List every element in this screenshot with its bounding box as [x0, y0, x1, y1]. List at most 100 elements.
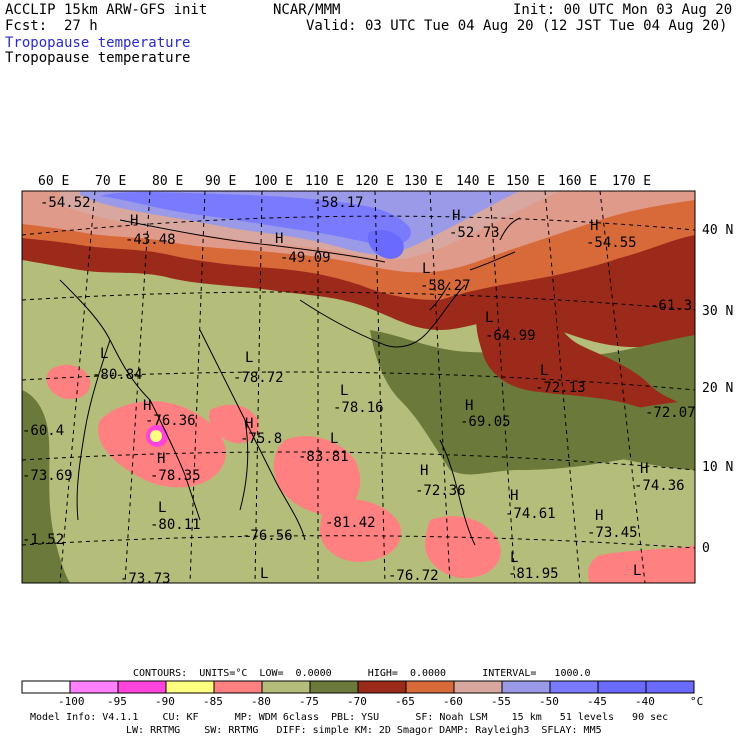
map-annotation: L	[158, 500, 166, 516]
colorbar-swatch	[405, 680, 455, 694]
map-annotation: H	[157, 451, 165, 467]
map-annotation: -81.95	[508, 566, 559, 582]
map-annotation: -78.35	[150, 468, 201, 484]
map-annotation: -43.48	[125, 232, 176, 248]
cold-core-yellow	[150, 430, 162, 442]
map-annotation: H	[143, 398, 151, 414]
colorbar-swatch	[261, 680, 311, 694]
grid-lon-70	[59, 191, 96, 583]
coastline-korea	[429, 281, 451, 311]
map-annotation: L	[485, 310, 493, 326]
map-annotation: -54.55	[586, 235, 637, 251]
org-label: NCAR/MMM	[273, 2, 341, 18]
grid-lat-40	[22, 215, 695, 236]
map-annotation: -81.42	[325, 515, 376, 531]
map-annotation: H	[130, 213, 138, 229]
patch-cold-2	[273, 436, 361, 515]
coastline-philippines	[439, 439, 476, 546]
map-annotation: -72.07	[645, 405, 696, 421]
map-annotation: -58.17	[313, 195, 364, 211]
colorbar-tick: -95	[107, 695, 127, 708]
map-annotation: H	[595, 508, 603, 524]
grid-lat-10	[22, 451, 695, 471]
fcst-value: 27 h	[64, 18, 98, 34]
colorbar-swatch	[453, 680, 503, 694]
map-annotation: -73.45	[587, 525, 638, 541]
lon-label: 120 E	[355, 174, 394, 189]
map-annotation: L	[540, 363, 548, 379]
colorbar-unit: °C	[690, 695, 703, 708]
map-annotation: H	[590, 218, 598, 234]
map-annotation: -49.09	[280, 250, 331, 266]
lon-label: 90 E	[205, 174, 236, 189]
colorbar-tick: -90	[155, 695, 175, 708]
colorbar-tick: -65	[395, 695, 415, 708]
map-annotation: -54.52	[40, 195, 91, 211]
map-annotation: L	[340, 383, 348, 399]
lon-label: 140 E	[456, 174, 495, 189]
map-annotation: -75.8	[240, 431, 282, 447]
map-annotation: H	[640, 461, 648, 477]
border-mongolia	[119, 219, 386, 263]
model-info-line-2: LW: RRTMG SW: RRTMG DIFF: simple KM: 2D …	[126, 725, 602, 736]
model-title: ACCLIP 15km ARW-GFS init	[5, 2, 208, 18]
colorbar-swatch	[597, 680, 647, 694]
grid-lat-20	[22, 371, 695, 391]
lat-label: 20 N	[702, 381, 733, 396]
band-blue-2	[367, 230, 404, 259]
grid-lon-150	[544, 191, 581, 583]
map-annotation: H	[452, 208, 460, 224]
colorbar-swatch	[309, 680, 359, 694]
patch-cold-6	[46, 364, 91, 400]
lon-label: 170 E	[612, 174, 651, 189]
patch-cold-3	[319, 498, 401, 562]
map-annotation: H	[510, 488, 518, 504]
map-annotation: L	[260, 566, 268, 582]
map-annotation: -73.69	[22, 468, 73, 484]
map-annotation: -74.36	[634, 478, 685, 494]
map-annotation: -78.16	[333, 400, 384, 416]
colorbar-tick: -55	[491, 695, 511, 708]
grid-lat-30	[22, 291, 695, 311]
map-annotation: -1.52	[22, 532, 64, 548]
coastline-indochina	[199, 329, 306, 541]
grid-lon-160	[599, 191, 646, 583]
grid-lon-120	[374, 191, 386, 583]
grid-lon-130	[429, 191, 451, 583]
map-annotation: H	[275, 231, 283, 247]
valid-time: Valid: 03 UTC Tue 04 Aug 20 (12 JST Tue …	[306, 18, 728, 34]
grid-lon-100	[254, 191, 263, 583]
colorbar-tick: -70	[347, 695, 367, 708]
band-dark-olive-se	[584, 400, 695, 470]
lon-label: 100 E	[254, 174, 293, 189]
lat-label: 10 N	[702, 460, 733, 475]
colorbar-tick: -40	[635, 695, 655, 708]
band-dark-red-tongue	[476, 290, 695, 420]
patch-cold-4	[425, 516, 501, 579]
colorbar-tick: -80	[251, 695, 271, 708]
map-annotation: L	[245, 350, 253, 366]
map-annotation: -83.81	[298, 449, 349, 465]
map-annotation: -80.11	[150, 517, 201, 533]
colorbar-swatch	[645, 680, 695, 694]
map-annotation: -61.3	[650, 298, 692, 314]
map-annotation: -78.72	[233, 370, 284, 386]
lon-label: 80 E	[152, 174, 183, 189]
map-annotation: -73.73	[120, 571, 171, 587]
colorbar-swatch	[549, 680, 599, 694]
lon-label: 130 E	[404, 174, 443, 189]
colorbar-tick: -85	[203, 695, 223, 708]
colorbar-swatch	[357, 680, 407, 694]
fcst-label: Fcst:	[5, 18, 48, 34]
map-annotation: -80.84	[92, 367, 143, 383]
map-annotation: -52.73	[449, 225, 500, 241]
model-info-line-1: Model Info: V4.1.1 CU: KF MP: WDM 6class…	[30, 712, 669, 723]
lon-label: 70 E	[95, 174, 126, 189]
map-annotation: -69.05	[460, 414, 511, 430]
grid-lat-0	[22, 535, 695, 549]
colorbar-swatch	[213, 680, 263, 694]
map-annotation: -76.36	[145, 413, 196, 429]
map-annotation: -72.36	[415, 483, 466, 499]
coastline-india	[59, 279, 201, 521]
